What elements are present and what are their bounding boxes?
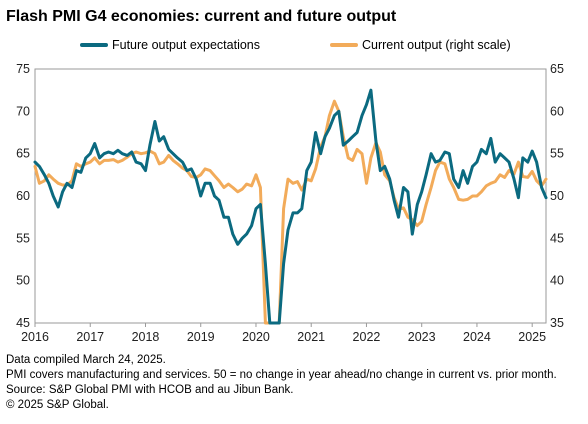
footnote-source: Source: S&P Global PMI with HCOB and au … [6,384,294,396]
x-tick-label: 2018 [132,330,160,344]
right-tick-label: 55 [550,147,564,161]
right-tick-label: 65 [550,62,564,76]
x-tick-label: 2021 [297,330,325,344]
left-tick-label: 50 [16,274,30,288]
footnote-coverage: PMI covers manufacturing and services. 5… [6,369,557,381]
x-axis-ticks: 2016 2017 2018 2019 2020 2021 2022 2023 2024 2025 [21,323,546,344]
x-tick-label: 2025 [518,330,546,344]
left-tick-label: 55 [16,231,30,245]
legend: Future output expectations Current outpu… [0,38,588,58]
footnotes: Data compiled March 24, 2025. PMI covers… [6,353,557,413]
left-tick-label: 75 [16,62,30,76]
right-tick-label: 60 [550,104,564,118]
current-output-line [33,99,548,325]
x-tick-label: 2023 [408,330,436,344]
plot-frame [34,68,547,324]
x-tick-label: 2022 [353,330,381,344]
left-axis-ticks: 45 50 55 60 65 70 75 [16,62,30,330]
chart-title: Flash PMI G4 economies: current and futu… [6,8,397,25]
right-tick-label: 45 [550,231,564,245]
legend-item-future: Future output expectations [80,38,260,52]
footnote-date: Data compiled March 24, 2025. [6,354,166,366]
x-tick-label: 2020 [242,330,270,344]
x-tick-label: 2017 [76,330,104,344]
x-tick-label: 2016 [21,330,49,344]
right-tick-label: 40 [550,274,564,288]
right-tick-label: 50 [550,189,564,203]
left-tick-label: 60 [16,189,30,203]
legend-label-future: Future output expectations [112,38,261,52]
legend-swatch-future [80,43,108,47]
x-tick-label: 2019 [187,330,215,344]
legend-item-current: Current output (right scale) [330,38,511,52]
left-tick-label: 65 [16,147,30,161]
legend-label-current: Current output (right scale) [362,38,511,52]
left-tick-label: 70 [16,104,30,118]
x-tick-label: 2024 [463,330,491,344]
left-tick-label: 45 [16,316,30,330]
footnote-copyright: © 2025 S&P Global. [6,399,109,411]
legend-swatch-current [330,43,358,47]
right-axis-ticks: 35 40 45 50 55 60 65 [550,62,564,330]
right-tick-label: 35 [550,316,564,330]
future-output-line [33,88,548,325]
series-lines [33,88,548,325]
